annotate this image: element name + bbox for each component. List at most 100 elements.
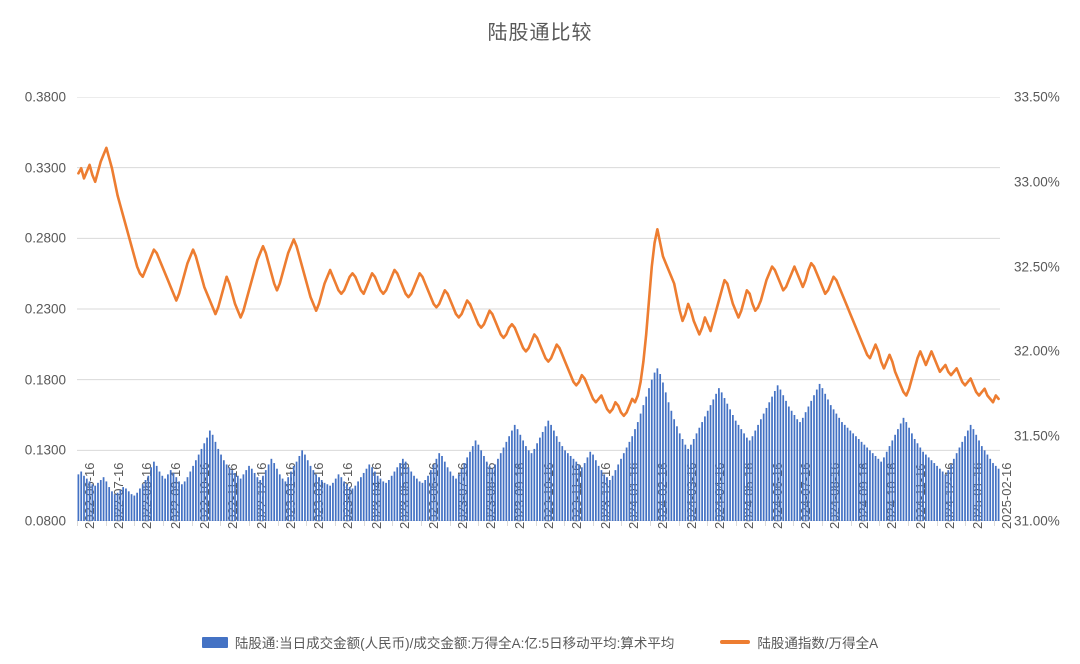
legend-label-bar: 陆股通:当日成交金额(人民币)/成交金额:万得全A:亿:5日移动平均:算术平均 [234, 636, 675, 651]
bar [874, 455, 877, 521]
bar [376, 475, 379, 521]
bar [810, 400, 813, 521]
x-axis-tickmark [621, 521, 623, 526]
bar [821, 388, 824, 521]
bar [589, 451, 592, 521]
bar [824, 393, 827, 521]
bar [77, 474, 80, 521]
bar [966, 430, 969, 521]
bar [502, 447, 505, 521]
bar [815, 389, 818, 521]
bar [499, 453, 502, 521]
bar [197, 454, 200, 521]
x-axis-tickmark [248, 521, 250, 526]
bar [105, 481, 108, 521]
bar [807, 406, 810, 521]
bar [491, 468, 494, 521]
bar [234, 472, 236, 521]
bar [927, 457, 930, 521]
bar [569, 455, 572, 521]
left-axis-tick-label: 0.3300 [24, 160, 66, 176]
bar [818, 383, 821, 521]
bar [424, 480, 427, 521]
bar [539, 437, 541, 521]
bar [732, 415, 734, 521]
bar [972, 429, 975, 521]
bar [986, 454, 989, 521]
bar [396, 467, 399, 521]
bar [936, 465, 938, 521]
bar [536, 443, 538, 521]
bar [919, 447, 922, 521]
bar [116, 492, 119, 521]
x-axis-tickmark [564, 521, 566, 526]
x-axis-tickmark [650, 521, 652, 526]
x-axis-tickmark [420, 521, 422, 526]
bar [617, 464, 620, 521]
bar [374, 471, 376, 521]
x-axis-tickmark [965, 521, 967, 526]
bar [155, 465, 158, 521]
bar [441, 455, 443, 521]
bar [387, 480, 390, 521]
bar [379, 478, 382, 521]
bar [483, 455, 485, 521]
bar [611, 475, 614, 521]
bar [83, 475, 85, 521]
bar [80, 471, 83, 521]
legend-item-bar[interactable]: 陆股通:当日成交金额(人民币)/成交金额:万得全A:亿:5日移动平均:算术平均 [201, 632, 675, 652]
right-axis-tick-label: 31.00% [1014, 513, 1060, 529]
bar [239, 478, 242, 521]
bar [726, 403, 729, 521]
x-axis-tickmark [678, 521, 680, 526]
bar [278, 474, 281, 521]
bar [950, 464, 952, 521]
bar [698, 427, 701, 521]
bar [195, 460, 197, 521]
bar [916, 443, 919, 521]
bar [530, 453, 533, 521]
bar [662, 382, 664, 521]
x-axis-tickmark [105, 521, 107, 526]
legend-line-swatch-icon [720, 640, 751, 644]
bar [606, 477, 608, 521]
bar [776, 385, 779, 521]
bar [964, 436, 966, 521]
bar [522, 440, 524, 521]
bar [790, 410, 793, 521]
bar [519, 434, 522, 521]
bar [457, 474, 460, 521]
bar [947, 470, 950, 521]
bar [600, 470, 603, 521]
bar [975, 434, 978, 521]
bar [684, 444, 687, 521]
bar [276, 468, 278, 521]
x-axis-tickmark [363, 521, 365, 526]
bar [857, 439, 860, 521]
x-axis-tickmark [478, 521, 480, 526]
bar [262, 475, 264, 521]
bar [796, 419, 799, 521]
bar [729, 409, 731, 521]
bar [553, 430, 555, 521]
bar [718, 388, 720, 521]
bar [334, 478, 337, 521]
bar [860, 441, 863, 521]
bar [298, 455, 301, 521]
bar [779, 389, 782, 521]
legend-item-line[interactable]: 陆股通指数/万得全A [720, 632, 878, 652]
bar [706, 410, 709, 521]
bar [969, 424, 972, 521]
bar [443, 461, 446, 521]
bar [153, 461, 155, 521]
bar [541, 431, 544, 521]
left-axis-tick-label: 0.1800 [24, 372, 66, 388]
bar [455, 478, 457, 521]
bar [211, 434, 214, 521]
bar [337, 474, 340, 521]
bar [813, 395, 815, 521]
bar [516, 429, 519, 521]
legend-bar-swatch-icon [201, 636, 228, 648]
bar [829, 405, 832, 521]
bar [222, 460, 225, 521]
